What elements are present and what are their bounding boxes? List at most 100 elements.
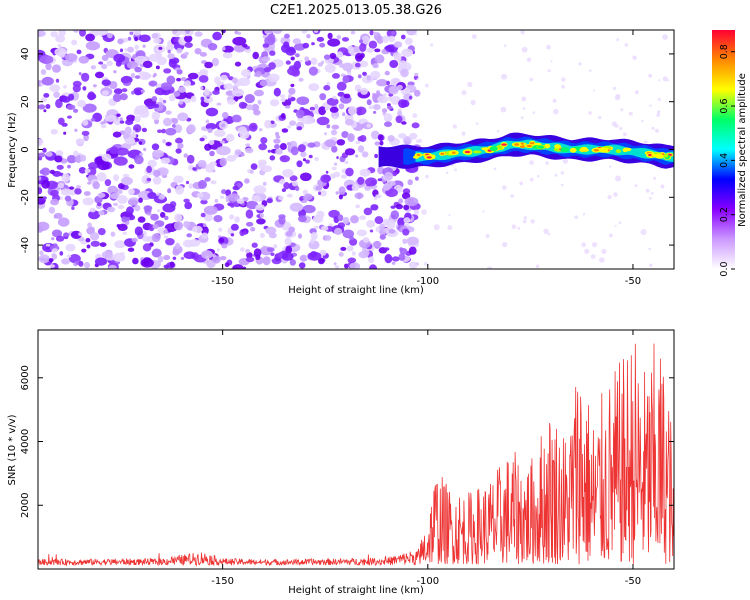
noise-blob <box>184 42 193 48</box>
noise-blob-sparse <box>522 107 526 110</box>
noise-blob <box>42 196 47 200</box>
noise-blob <box>69 186 74 190</box>
noise-blob-sparse <box>651 126 655 130</box>
noise-blob <box>280 178 285 185</box>
noise-blob <box>77 99 86 108</box>
noise-blob <box>150 213 159 221</box>
noise-blob <box>175 185 185 195</box>
noise-blob-sparse <box>461 90 467 96</box>
noise-blob <box>113 70 117 74</box>
y-tick-label: 40 <box>20 48 31 61</box>
noise-blob <box>359 168 371 177</box>
noise-blob <box>61 96 71 103</box>
noise-blob <box>386 80 390 86</box>
noise-blob <box>279 143 287 150</box>
noise-blob-sparse <box>537 174 540 178</box>
noise-blob <box>382 35 389 43</box>
noise-blob <box>302 189 308 196</box>
noise-blob <box>324 132 327 136</box>
noise-blob <box>251 242 258 248</box>
signal-band-body <box>403 136 674 165</box>
noise-blob <box>358 251 369 259</box>
noise-blob <box>186 233 192 238</box>
noise-blob <box>372 63 379 69</box>
noise-blob <box>113 53 126 63</box>
noise-blob <box>61 173 71 182</box>
noise-blob <box>225 199 230 203</box>
noise-blob <box>67 115 72 119</box>
noise-blob <box>82 197 94 206</box>
x-tick-label: -100 <box>416 276 439 287</box>
signal-hotspot-peak <box>451 151 456 154</box>
noise-blob <box>349 262 361 269</box>
noise-blob <box>295 186 300 192</box>
noise-blob <box>234 61 242 67</box>
noise-blob <box>374 48 381 53</box>
noise-blob-sparse <box>461 131 466 136</box>
noise-blob-sparse <box>616 38 620 42</box>
noise-blob <box>377 178 383 182</box>
noise-blob-sparse <box>447 225 453 231</box>
noise-blob <box>113 156 128 166</box>
noise-blob <box>172 124 176 128</box>
noise-blob <box>99 242 107 248</box>
noise-blob <box>301 115 315 125</box>
noise-blob <box>406 236 419 246</box>
noise-blob <box>134 89 142 96</box>
noise-blob-sparse <box>486 266 493 269</box>
noise-blob <box>131 90 135 95</box>
noise-blob <box>121 216 128 223</box>
noise-blob <box>401 99 410 108</box>
noise-blob-sparse <box>485 234 490 239</box>
noise-blob <box>238 101 247 109</box>
noise-blob <box>97 192 106 198</box>
noise-blob <box>282 168 294 178</box>
noise-blob <box>333 116 338 120</box>
noise-blob <box>184 51 189 56</box>
noise-blob <box>341 37 350 42</box>
noise-blob <box>316 36 325 42</box>
noise-blob <box>163 254 171 261</box>
noise-blob <box>78 72 82 76</box>
noise-blob <box>313 30 319 33</box>
noise-blob <box>175 137 183 144</box>
noise-blob <box>203 213 213 222</box>
noise-blob <box>71 39 78 46</box>
signal-hotspot <box>569 147 577 153</box>
noise-blob <box>161 128 167 134</box>
noise-blob <box>288 94 292 99</box>
noise-blob <box>395 115 403 124</box>
noise-blob <box>151 143 160 151</box>
noise-blob <box>384 171 393 181</box>
noise-blob <box>116 113 121 117</box>
noise-blob <box>171 117 179 125</box>
noise-blob <box>342 216 350 225</box>
noise-blob <box>374 54 385 64</box>
noise-blob <box>338 252 344 257</box>
noise-blob <box>131 237 138 243</box>
noise-blob <box>38 138 44 145</box>
signal-hotspot-peak <box>529 142 535 145</box>
noise-blob <box>319 42 326 48</box>
noise-blob <box>303 158 306 162</box>
noise-blob-sparse <box>482 210 485 213</box>
noise-blob <box>165 206 171 212</box>
noise-blob <box>355 53 363 62</box>
signal-hotspot <box>663 153 669 158</box>
noise-blob <box>38 186 43 195</box>
noise-blob <box>275 148 283 155</box>
noise-blob <box>346 245 354 252</box>
noise-blob <box>298 262 306 269</box>
noise-blob <box>204 143 212 151</box>
noise-blob <box>368 40 378 49</box>
noise-blob <box>236 198 245 204</box>
noise-blob <box>172 256 177 260</box>
noise-blob <box>106 60 113 67</box>
noise-blob <box>267 149 271 153</box>
noise-blob <box>280 97 286 103</box>
noise-blob <box>79 154 87 162</box>
noise-blob-sparse <box>628 111 633 116</box>
colorbar-tick-label: 0.2 <box>719 207 730 222</box>
noise-blob <box>109 81 118 89</box>
noise-blob <box>336 34 342 40</box>
